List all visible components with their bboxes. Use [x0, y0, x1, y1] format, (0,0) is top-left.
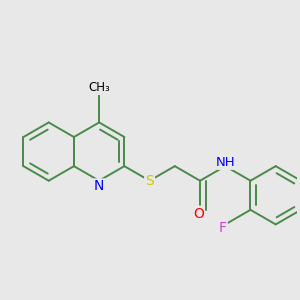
Text: NH: NH: [215, 156, 235, 169]
Text: O: O: [193, 207, 204, 220]
Text: S: S: [145, 174, 154, 188]
Text: N: N: [94, 179, 104, 194]
Text: F: F: [219, 220, 227, 235]
Text: CH₃: CH₃: [88, 81, 110, 94]
